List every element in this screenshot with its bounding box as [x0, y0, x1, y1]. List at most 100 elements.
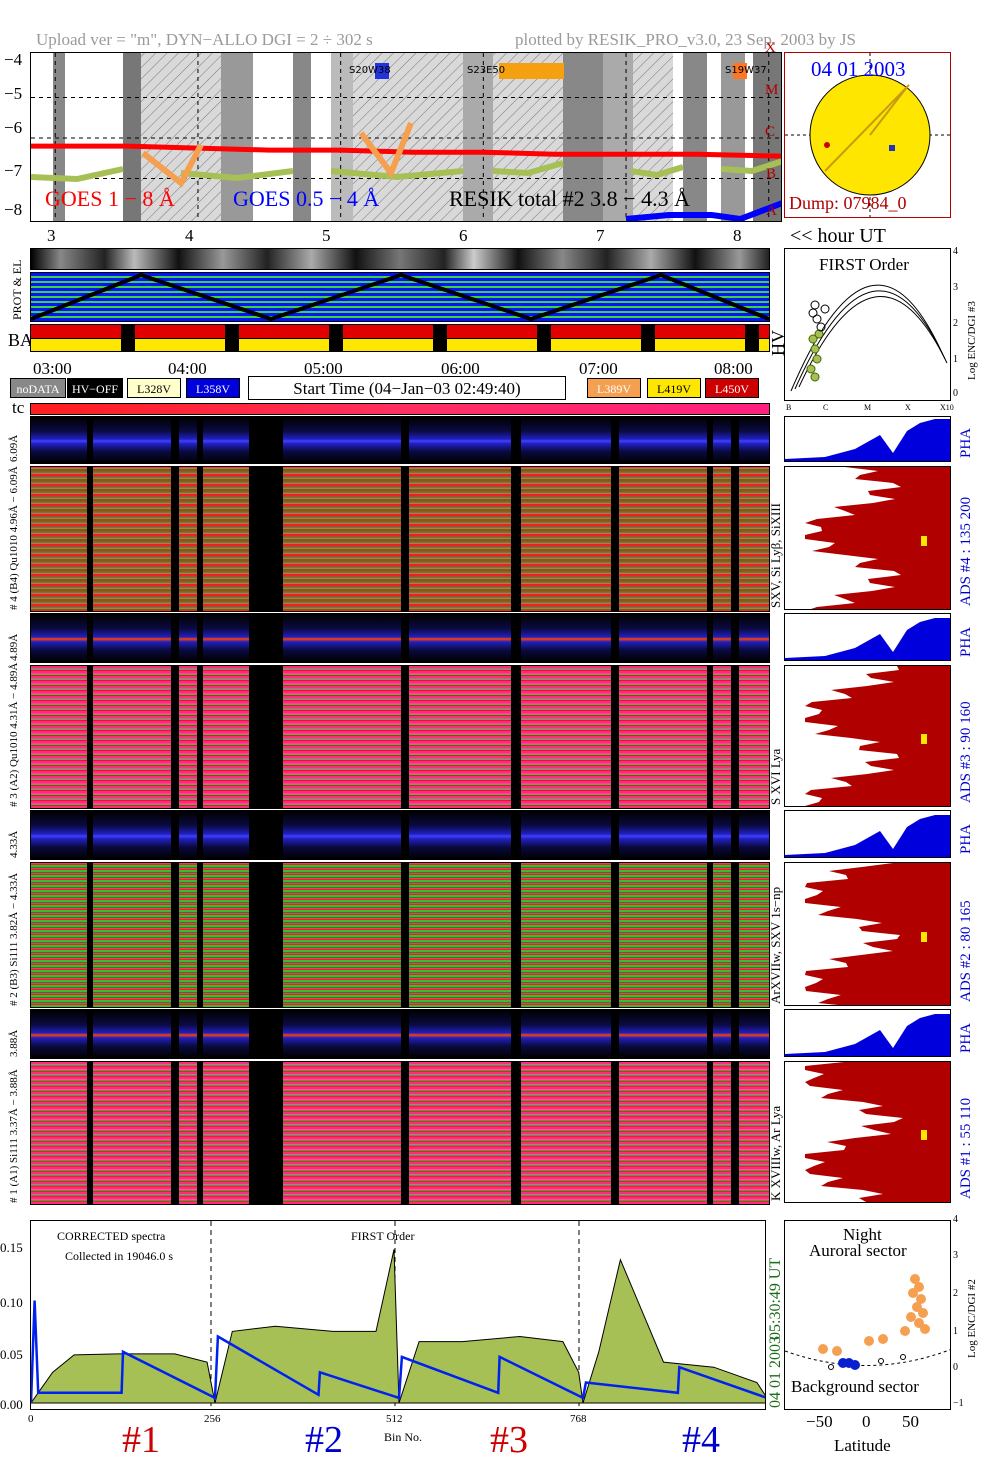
spec-ytick: 0.15 — [0, 1240, 23, 1255]
resik-orange-segment — [141, 143, 204, 188]
ads-histogram — [784, 1061, 951, 1203]
particle-strip — [30, 272, 770, 322]
sun-position-panel: 04 01 2003 Dump: 07984_0 — [784, 52, 951, 218]
spectrum-series-area — [31, 1249, 765, 1404]
flare-class-x: X — [765, 40, 776, 56]
sun-date: 04 01 2003 — [811, 57, 906, 81]
lat-ytick: 0 — [953, 1362, 958, 1373]
time-tick: 07:00 — [579, 359, 618, 378]
fo-ytick: 2 — [953, 318, 958, 329]
ba-strip — [30, 324, 770, 339]
spectra-panel: CORRECTED spectra Collected in 19046.0 s… — [30, 1220, 766, 1410]
line-ids-label: ArXVIIw, SXV 1s−np — [768, 886, 783, 1004]
time-tick: 06:00 — [441, 359, 480, 378]
lat-xlabel: Latitude — [834, 1436, 891, 1455]
l450v-legend: L450V — [705, 378, 759, 398]
channel-info-label: # 1 (A1) Si111 3.37Å − 3.88Å — [8, 1069, 20, 1203]
hvoff-legend: HV−OFF — [67, 378, 123, 398]
first-order-title: FIRST Order — [819, 255, 909, 274]
channel-info-label: # 3 (A2) Qu1010 4.31Å − 4.89Å — [8, 662, 20, 807]
resik-segment — [180, 168, 294, 182]
flare-class-c: C — [765, 124, 776, 140]
fo-ytick: 3 — [953, 282, 958, 293]
channel-info-label: # 2 (B3) Si111 3.82Å − 4.33Å — [8, 872, 20, 1006]
hour-tick: 6 — [459, 226, 468, 245]
hv-strip — [30, 338, 770, 352]
latitude-panel: Night Auroral sector Background sector — [784, 1220, 951, 1410]
spec-ytick: 0.10 — [0, 1295, 23, 1310]
flare-class-b: B — [766, 166, 777, 182]
latitude-title-1: Night — [843, 1225, 882, 1244]
channel-label-2: #2 — [305, 1419, 343, 1461]
time-tick: 04:00 — [168, 359, 207, 378]
spectra-note-2: Collected in 19046.0 s — [65, 1249, 173, 1263]
pha-histogram — [784, 810, 951, 858]
spectra-date-label: 04 01 2003 — [767, 1336, 784, 1408]
pha-strip — [30, 1009, 770, 1059]
goes-ytick: −5 — [4, 84, 23, 103]
ads-label: ADS #2 : 80 165 — [958, 900, 974, 1002]
fo-xtick: C — [823, 403, 829, 412]
hour-tick: 3 — [47, 226, 56, 245]
channel-label-1: #1 — [122, 1419, 160, 1461]
goes-ytick: −8 — [4, 200, 23, 219]
hour-tick: 7 — [596, 226, 605, 245]
goes-short-legend: GOES 0.5 − 4 Å — [233, 186, 380, 211]
goes-ytick: −7 — [4, 161, 23, 180]
goes-ytick: −4 — [4, 50, 23, 69]
goes-lightcurve-chart — [31, 53, 781, 221]
fo-ylabel: Log ENC/DGI #3 — [966, 301, 978, 380]
ads-histogram-fill — [805, 467, 950, 609]
ads-histogram-fill — [805, 863, 950, 1005]
resik-segment — [31, 166, 124, 183]
lat-ytick: 4 — [953, 1214, 958, 1225]
latitude-scatter-chart — [785, 1274, 950, 1370]
channel-label-4: #4 — [682, 1419, 720, 1461]
goes-lightcurve-panel: S20W38 S23E50 S19W37 GOES 1 − 8 Å GOES 0… — [30, 52, 782, 222]
fo-ytick: 1 — [953, 354, 958, 365]
lat-ylabel: Log ENC/DGI #2 — [966, 1279, 978, 1358]
spec-xtick: 256 — [204, 1413, 221, 1425]
dump-label: Dump: 07984_0 — [789, 193, 907, 213]
spec-xlabel: Bin No. — [384, 1430, 423, 1444]
pha-range-label: 4.89Å — [8, 633, 20, 661]
resik-segment — [630, 164, 684, 179]
line-ids-label: K XVIIIw, Ar Lya — [768, 1105, 783, 1201]
start-time-box: Start Time (04−Jan−03 02:49:40) — [248, 376, 566, 400]
spectra-note-3: FIRST Order — [351, 1229, 415, 1243]
resik-segment — [720, 158, 781, 175]
pha-histogram-fill — [785, 1014, 950, 1056]
spec-ytick: 0.00 — [0, 1397, 23, 1412]
fo-xtick: B — [786, 403, 792, 412]
l419v-legend: L419V — [647, 378, 701, 398]
pha-label: PHA — [958, 823, 974, 854]
ads-histogram — [784, 466, 951, 610]
pha-range-label: 3.88Å — [8, 1029, 20, 1057]
time-tick: 05:00 — [304, 359, 343, 378]
ads-marker — [921, 734, 927, 744]
fo-xtick: X — [905, 403, 911, 412]
fo-ytick: 0 — [953, 388, 958, 399]
resik-orange-segment — [358, 121, 414, 180]
pha-strip — [30, 810, 770, 860]
time-tick: 08:00 — [714, 359, 753, 378]
resik-total-legend: RESIK total #2 3.8 − 4.3 Å — [449, 186, 690, 211]
ads-histogram — [784, 665, 951, 807]
first-order-chart — [790, 284, 948, 392]
spectral-image — [30, 665, 770, 809]
spec-xtick: 512 — [386, 1413, 403, 1425]
spectra-chart — [31, 1221, 765, 1409]
pha-range-label: 6.09Å — [8, 434, 20, 462]
hour-tick: 4 — [185, 226, 194, 245]
flare-label-3: S19W37 — [725, 65, 767, 76]
spectral-image — [30, 862, 770, 1008]
background-series-line — [31, 1300, 765, 1404]
pha-histogram — [784, 416, 951, 462]
pha-histogram-fill — [785, 618, 950, 660]
channel-label-3: #3 — [490, 1419, 528, 1461]
ads-marker — [921, 536, 927, 546]
nodata-legend: noDATA — [10, 378, 66, 398]
spec-xtick: 768 — [570, 1413, 587, 1425]
pha-histogram-fill — [785, 419, 950, 461]
ba-label: BA — [8, 330, 34, 350]
